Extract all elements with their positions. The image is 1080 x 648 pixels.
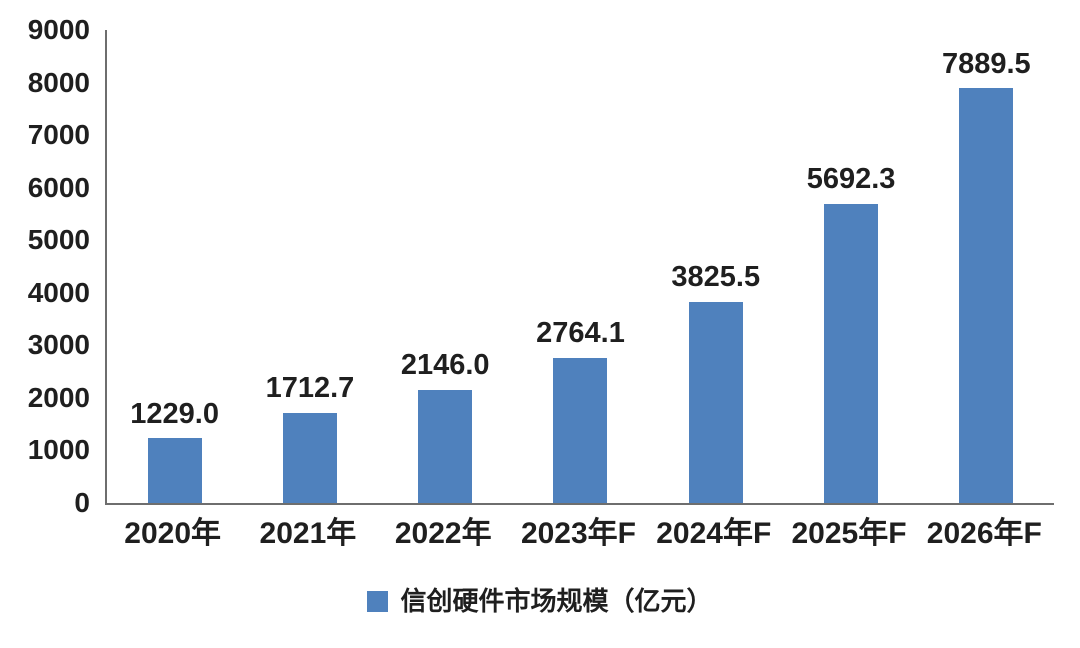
y-tick-label: 5000 [27,224,90,256]
bar-column: 3825.5 [648,30,783,503]
x-axis-labels: 2020年 2021年 2022年 2023年F 2024年F 2025年F 2026年F [105,515,1052,553]
x-axis-label: 2026年F [926,517,1042,550]
bar-value-label: 2764.1 [536,316,625,349]
x-axis-label: 2023年F [520,517,637,550]
x-axis-label: 2021年 [259,517,357,550]
legend-swatch-icon [367,590,389,612]
x-axis-label: 2025年F [791,517,907,550]
bar-column: 1712.7 [242,30,377,503]
bar [688,301,743,503]
y-tick-label: 4000 [27,276,90,308]
y-tick-label: 9000 [27,14,90,45]
bar-value-label: 7889.5 [941,47,1031,80]
bar [824,203,879,503]
x-axis-label: 2020年 [124,517,222,550]
y-axis-tick-labels: 0 1000 2000 3000 4000 5000 6000 7000 8000 9000 [0,0,90,648]
bar [147,438,202,503]
y-tick-label: 8000 [27,66,90,98]
bar-value-label: 1712.7 [265,372,355,405]
y-tick-label: 7000 [27,119,90,151]
bar-column: 7889.5 [919,30,1054,503]
bar [553,357,608,503]
bar-value-label: 3825.5 [671,261,761,294]
x-axis-label: 2024年F [656,517,772,550]
y-tick-label: 3000 [27,329,90,361]
bar-column: 1229.0 [107,30,242,503]
bar-value-label: 1229.0 [130,397,219,430]
bar-value-label: 5692.3 [806,162,896,195]
bar [959,88,1014,503]
bar [418,390,473,503]
plot-area: 1229.0 1712.7 2146.0 2764.1 3825.5 5692.3 7889… [105,30,1054,505]
x-axis-label: 2022年 [394,517,492,550]
y-tick-label: 1000 [27,434,90,466]
bar [282,413,337,503]
legend: 信创硬件市场规模（亿元） [0,586,1080,616]
bar-column: 5692.3 [783,30,918,503]
legend-label: 信创硬件市场规模（亿元） [400,586,713,616]
bars-row: 1229.0 1712.7 2146.0 2764.1 3825.5 5692.3 7889… [107,30,1054,503]
y-tick-label: 0 [74,487,90,518]
y-tick-label: 6000 [27,171,90,203]
bar-column: 2764.1 [513,30,648,503]
bar-value-label: 2146.0 [400,349,490,382]
y-tick-label: 2000 [27,381,90,413]
bar-column: 2146.0 [378,30,513,503]
